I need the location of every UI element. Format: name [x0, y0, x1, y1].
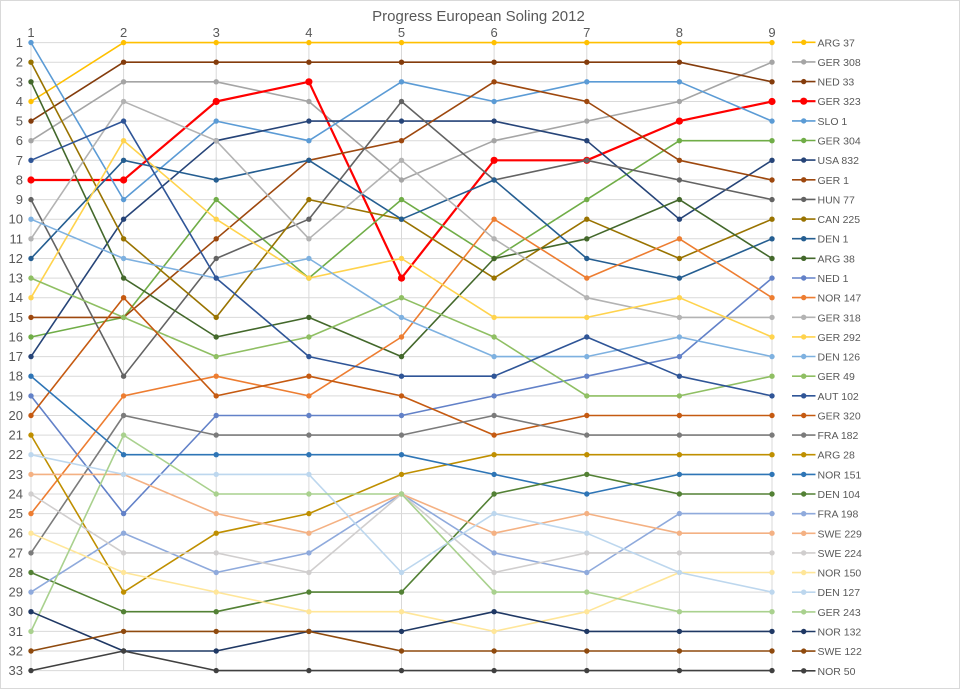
svg-text:13: 13 — [9, 271, 23, 286]
svg-text:NOR 132: NOR 132 — [818, 627, 862, 639]
svg-text:17: 17 — [9, 349, 23, 364]
svg-text:31: 31 — [9, 624, 23, 639]
svg-text:GER 318: GER 318 — [818, 312, 861, 324]
svg-text:7: 7 — [16, 153, 23, 168]
svg-text:14: 14 — [9, 290, 23, 305]
svg-text:4: 4 — [16, 94, 23, 109]
svg-text:7: 7 — [583, 25, 590, 40]
svg-text:Progress European Soling 2012: Progress European Soling 2012 — [372, 8, 585, 25]
svg-text:1: 1 — [16, 35, 23, 50]
svg-text:2: 2 — [16, 55, 23, 70]
svg-text:32: 32 — [9, 644, 23, 659]
svg-text:GER 1: GER 1 — [818, 175, 850, 187]
svg-text:24: 24 — [9, 487, 23, 502]
svg-text:NOR 150: NOR 150 — [818, 568, 862, 580]
svg-text:22: 22 — [9, 447, 23, 462]
svg-text:8: 8 — [676, 25, 683, 40]
svg-text:5: 5 — [398, 25, 405, 40]
svg-text:GER 304: GER 304 — [818, 136, 861, 148]
svg-text:GER 323: GER 323 — [818, 96, 861, 108]
svg-text:15: 15 — [9, 310, 23, 325]
svg-text:SLO 1: SLO 1 — [818, 116, 848, 128]
svg-text:SWE 229: SWE 229 — [818, 528, 863, 540]
svg-text:SWE 224: SWE 224 — [818, 548, 863, 560]
svg-text:GER 292: GER 292 — [818, 332, 861, 344]
svg-text:ARG 37: ARG 37 — [818, 37, 856, 49]
svg-text:26: 26 — [9, 526, 23, 541]
svg-text:29: 29 — [9, 585, 23, 600]
svg-text:20: 20 — [9, 408, 23, 423]
svg-text:2: 2 — [120, 25, 127, 40]
svg-text:6: 6 — [16, 133, 23, 148]
svg-text:12: 12 — [9, 251, 23, 266]
svg-text:FRA 198: FRA 198 — [818, 509, 859, 521]
svg-text:5: 5 — [16, 114, 23, 129]
svg-text:DEN 127: DEN 127 — [818, 587, 861, 599]
svg-text:GER 49: GER 49 — [818, 371, 856, 383]
svg-text:GER 308: GER 308 — [818, 57, 861, 69]
svg-text:FRA 182: FRA 182 — [818, 430, 859, 442]
svg-text:9: 9 — [16, 192, 23, 207]
svg-text:NOR 50: NOR 50 — [818, 666, 856, 678]
svg-text:28: 28 — [9, 565, 23, 580]
svg-text:NED 1: NED 1 — [818, 273, 849, 285]
svg-text:ARG 38: ARG 38 — [818, 253, 856, 265]
svg-text:DEN 104: DEN 104 — [818, 489, 861, 501]
svg-text:NOR 147: NOR 147 — [818, 293, 862, 305]
svg-text:27: 27 — [9, 545, 23, 560]
svg-text:18: 18 — [9, 369, 23, 384]
svg-text:HUN 77: HUN 77 — [818, 194, 856, 206]
svg-text:DEN 126: DEN 126 — [818, 352, 861, 364]
svg-text:8: 8 — [16, 173, 23, 188]
svg-text:AUT 102: AUT 102 — [818, 391, 859, 403]
svg-text:1: 1 — [27, 25, 34, 40]
svg-text:GER 243: GER 243 — [818, 607, 861, 619]
svg-text:30: 30 — [9, 604, 23, 619]
svg-text:CAN 225: CAN 225 — [818, 214, 861, 226]
svg-text:SWE 122: SWE 122 — [818, 646, 863, 658]
svg-text:9: 9 — [768, 25, 775, 40]
svg-text:19: 19 — [9, 388, 23, 403]
svg-text:ARG 28: ARG 28 — [818, 450, 856, 462]
svg-text:21: 21 — [9, 428, 23, 443]
svg-text:4: 4 — [305, 25, 312, 40]
svg-text:USA 832: USA 832 — [818, 155, 860, 167]
svg-text:33: 33 — [9, 663, 23, 678]
svg-text:10: 10 — [9, 212, 23, 227]
svg-text:25: 25 — [9, 506, 23, 521]
svg-text:11: 11 — [10, 231, 24, 246]
svg-text:NED 33: NED 33 — [818, 77, 855, 89]
svg-text:DEN 1: DEN 1 — [818, 234, 849, 246]
svg-text:GER 320: GER 320 — [818, 411, 861, 423]
svg-text:23: 23 — [9, 467, 23, 482]
svg-text:6: 6 — [490, 25, 497, 40]
svg-text:16: 16 — [9, 330, 23, 345]
svg-text:3: 3 — [213, 25, 220, 40]
svg-text:NOR 151: NOR 151 — [818, 469, 862, 481]
svg-text:3: 3 — [16, 74, 23, 89]
